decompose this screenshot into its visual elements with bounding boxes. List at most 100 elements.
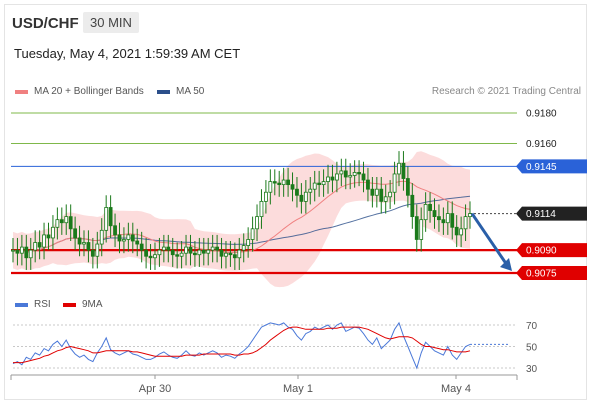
candle-body	[210, 246, 215, 251]
candle-body	[95, 243, 100, 257]
candle-body	[272, 181, 277, 184]
candle-body	[157, 249, 162, 256]
candle-body	[405, 178, 410, 196]
ma50-swatch-icon	[157, 89, 170, 94]
candle-body	[28, 249, 33, 259]
candle-body	[166, 246, 171, 251]
candle-body	[228, 252, 233, 256]
candle-body	[419, 219, 424, 240]
candle-body	[237, 249, 242, 259]
price-tag-0.9145	[516, 159, 587, 174]
candle-body	[184, 246, 188, 254]
candle-body	[410, 194, 415, 218]
candle-body	[201, 249, 206, 254]
candle-body	[51, 226, 55, 239]
candle-body	[295, 188, 299, 196]
candle-body	[299, 194, 304, 202]
rsi-ma-label: 9MA	[82, 299, 103, 310]
rsi-ma-swatch-icon	[63, 302, 76, 307]
candle-body	[343, 170, 348, 178]
candle-body	[232, 254, 237, 259]
candle-body	[246, 239, 251, 246]
candle-body	[361, 173, 366, 181]
candle-body	[241, 245, 246, 251]
candle-body	[219, 249, 224, 257]
candle-body	[104, 207, 109, 231]
rsi-level-label-30: 30	[526, 364, 538, 375]
candle-body	[108, 207, 113, 227]
legend-rsi: RSI	[15, 299, 51, 310]
rsi-ma-line	[13, 326, 471, 364]
price-tag-0.9075	[516, 266, 587, 280]
candle-body	[46, 234, 51, 239]
candle-body	[401, 162, 406, 179]
candle-body	[64, 216, 69, 224]
candle-body	[86, 242, 91, 251]
candle-body	[259, 200, 264, 218]
candle-body	[255, 216, 259, 230]
candle-body	[117, 234, 122, 242]
rsi-level-label-70: 70	[526, 321, 538, 332]
ma50-label: MA 50	[176, 86, 205, 97]
candle-body	[317, 182, 322, 186]
candle-body	[170, 249, 175, 256]
candle-body	[370, 188, 375, 196]
price-label-0.9160: 0.9160	[526, 139, 557, 150]
candle-body	[326, 176, 330, 182]
ma20-swatch-icon	[15, 89, 28, 94]
forecast-arrow-head-icon	[500, 258, 512, 271]
candle-body	[126, 234, 131, 240]
candle-body	[59, 219, 64, 224]
candle-body	[397, 162, 401, 175]
legend-ma50: MA 50	[157, 86, 204, 97]
x-tick-label: May 1	[283, 383, 313, 395]
rsi-swatch-icon	[15, 302, 28, 307]
candle-body	[130, 234, 135, 242]
candle-body	[388, 191, 393, 198]
candle-body	[73, 228, 78, 239]
candle-body	[437, 216, 441, 221]
rsi-line	[12, 321, 471, 370]
candle-body	[224, 252, 228, 257]
candles-group	[11, 151, 472, 270]
candle-body	[148, 255, 153, 259]
candle-body	[414, 216, 419, 240]
candle-body	[454, 226, 459, 236]
candle-body	[77, 237, 82, 245]
candle-body	[374, 188, 379, 196]
candle-body	[450, 213, 455, 228]
price-tag-0.9114	[516, 206, 587, 221]
candle-body	[308, 188, 313, 193]
candle-body	[33, 242, 38, 251]
candle-body	[42, 234, 46, 248]
candle-body	[348, 175, 353, 178]
bollinger-band-area	[13, 151, 470, 288]
legend-rsi-ma: 9MA	[63, 299, 103, 310]
candle-body	[11, 249, 15, 252]
candle-body	[281, 179, 286, 186]
candle-body	[82, 242, 86, 245]
candle-body	[463, 216, 468, 230]
candle-body	[55, 219, 60, 228]
candle-body	[339, 170, 344, 175]
candle-body	[432, 210, 437, 218]
legend-ma20: MA 20 + Bollinger Bands	[15, 86, 144, 97]
candle-body	[161, 246, 166, 251]
timeframe-badge[interactable]: 30 MIN	[83, 12, 139, 33]
candle-body	[445, 213, 450, 224]
candle-body	[19, 246, 24, 254]
candle-body	[139, 243, 144, 251]
candle-body	[144, 249, 149, 257]
price-label-0.9180: 0.9180	[526, 109, 557, 120]
candle-body	[303, 191, 308, 202]
candle-body	[188, 246, 193, 254]
price-label-0.9075: 0.9075	[526, 269, 557, 280]
symbol-title: USD/CHF	[12, 15, 79, 32]
candle-body	[357, 172, 361, 175]
candle-body	[215, 246, 219, 251]
candle-body	[277, 182, 282, 186]
candle-body	[268, 181, 273, 193]
x-tick-label: May 4	[441, 383, 471, 395]
candle-body	[330, 176, 335, 181]
